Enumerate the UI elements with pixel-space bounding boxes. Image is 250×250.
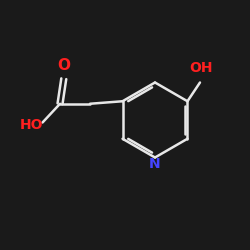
Text: OH: OH bbox=[190, 62, 213, 76]
Text: HO: HO bbox=[20, 118, 43, 132]
Text: O: O bbox=[57, 58, 70, 72]
Text: N: N bbox=[149, 158, 161, 172]
